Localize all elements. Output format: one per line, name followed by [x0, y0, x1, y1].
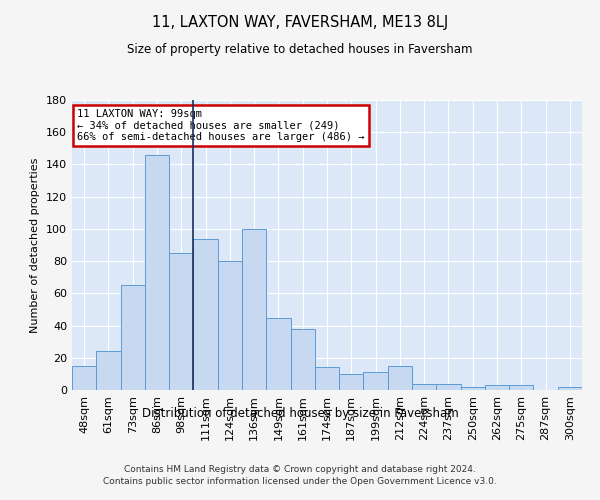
Bar: [509, 385, 533, 390]
Bar: [266, 318, 290, 390]
Text: Contains public sector information licensed under the Open Government Licence v3: Contains public sector information licen…: [103, 478, 497, 486]
Bar: [436, 384, 461, 390]
Bar: [558, 387, 582, 390]
Text: Size of property relative to detached houses in Faversham: Size of property relative to detached ho…: [127, 42, 473, 56]
Bar: [72, 366, 96, 390]
Bar: [461, 387, 485, 390]
Bar: [96, 352, 121, 390]
Bar: [145, 155, 169, 390]
Text: Contains HM Land Registry data © Crown copyright and database right 2024.: Contains HM Land Registry data © Crown c…: [124, 465, 476, 474]
Bar: [412, 384, 436, 390]
Text: 11, LAXTON WAY, FAVERSHAM, ME13 8LJ: 11, LAXTON WAY, FAVERSHAM, ME13 8LJ: [152, 15, 448, 30]
Bar: [290, 329, 315, 390]
Bar: [193, 238, 218, 390]
Bar: [121, 286, 145, 390]
Bar: [485, 385, 509, 390]
Bar: [169, 253, 193, 390]
Bar: [339, 374, 364, 390]
Bar: [388, 366, 412, 390]
Y-axis label: Number of detached properties: Number of detached properties: [31, 158, 40, 332]
Bar: [364, 372, 388, 390]
Text: Distribution of detached houses by size in Faversham: Distribution of detached houses by size …: [142, 408, 458, 420]
Bar: [218, 261, 242, 390]
Text: 11 LAXTON WAY: 99sqm
← 34% of detached houses are smaller (249)
66% of semi-deta: 11 LAXTON WAY: 99sqm ← 34% of detached h…: [77, 108, 365, 142]
Bar: [242, 229, 266, 390]
Bar: [315, 368, 339, 390]
